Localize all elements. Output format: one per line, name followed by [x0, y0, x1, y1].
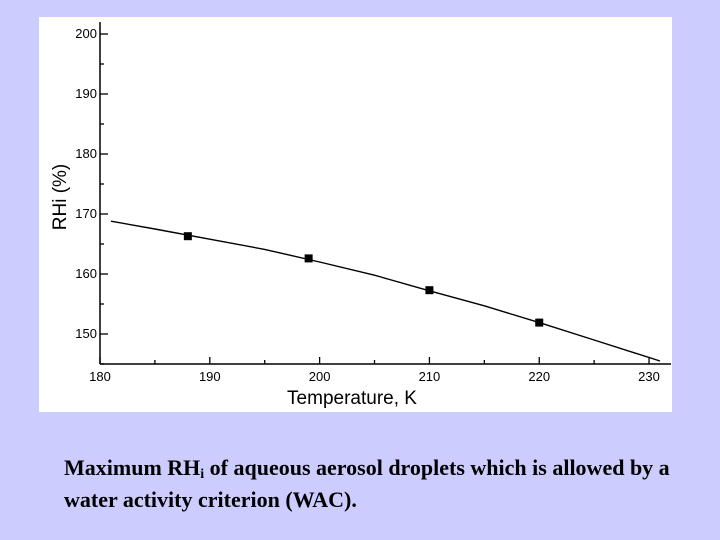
y-tick-label: 150	[75, 326, 97, 341]
x-tick-label: 200	[309, 369, 331, 384]
y-tick-label: 190	[75, 86, 97, 101]
caption-suffix: of aqueous aerosol droplets which is all…	[64, 455, 670, 512]
x-tick-label: 190	[199, 369, 221, 384]
x-tick-label: 180	[89, 369, 111, 384]
data-point-marker	[425, 286, 434, 295]
chart-svg: 180 190 200 210 220 230 150 160 170 180 190 200 Tem…	[50, 22, 671, 409]
y-tick-label: 180	[75, 146, 97, 161]
caption-prefix: Maximum RH	[64, 455, 201, 480]
series-layer	[110, 220, 661, 362]
x-axis-title: Temperature, K	[287, 388, 417, 409]
y-tick-label: 170	[75, 206, 97, 221]
x-tick-label: 230	[638, 369, 660, 384]
data-point-marker	[183, 232, 192, 241]
y-tick-label: 200	[75, 26, 97, 41]
y-axis-title: RHi (%)	[50, 164, 71, 231]
axes: 180 190 200 210 220 230 150 160 170 180 190 200	[75, 22, 671, 384]
series-line	[110, 220, 661, 362]
x-tick-label: 220	[528, 369, 550, 384]
chart-panel: 180 190 200 210 220 230 150 160 170 180 190 200 Tem…	[39, 17, 672, 412]
y-tick-label: 160	[75, 266, 97, 281]
x-tick-label: 210	[419, 369, 441, 384]
caption-subscript: i	[200, 467, 205, 482]
data-point-marker	[304, 254, 313, 263]
data-point-marker	[535, 318, 544, 327]
figure-caption: Maximum RHi of aqueous aerosol droplets …	[64, 452, 704, 516]
